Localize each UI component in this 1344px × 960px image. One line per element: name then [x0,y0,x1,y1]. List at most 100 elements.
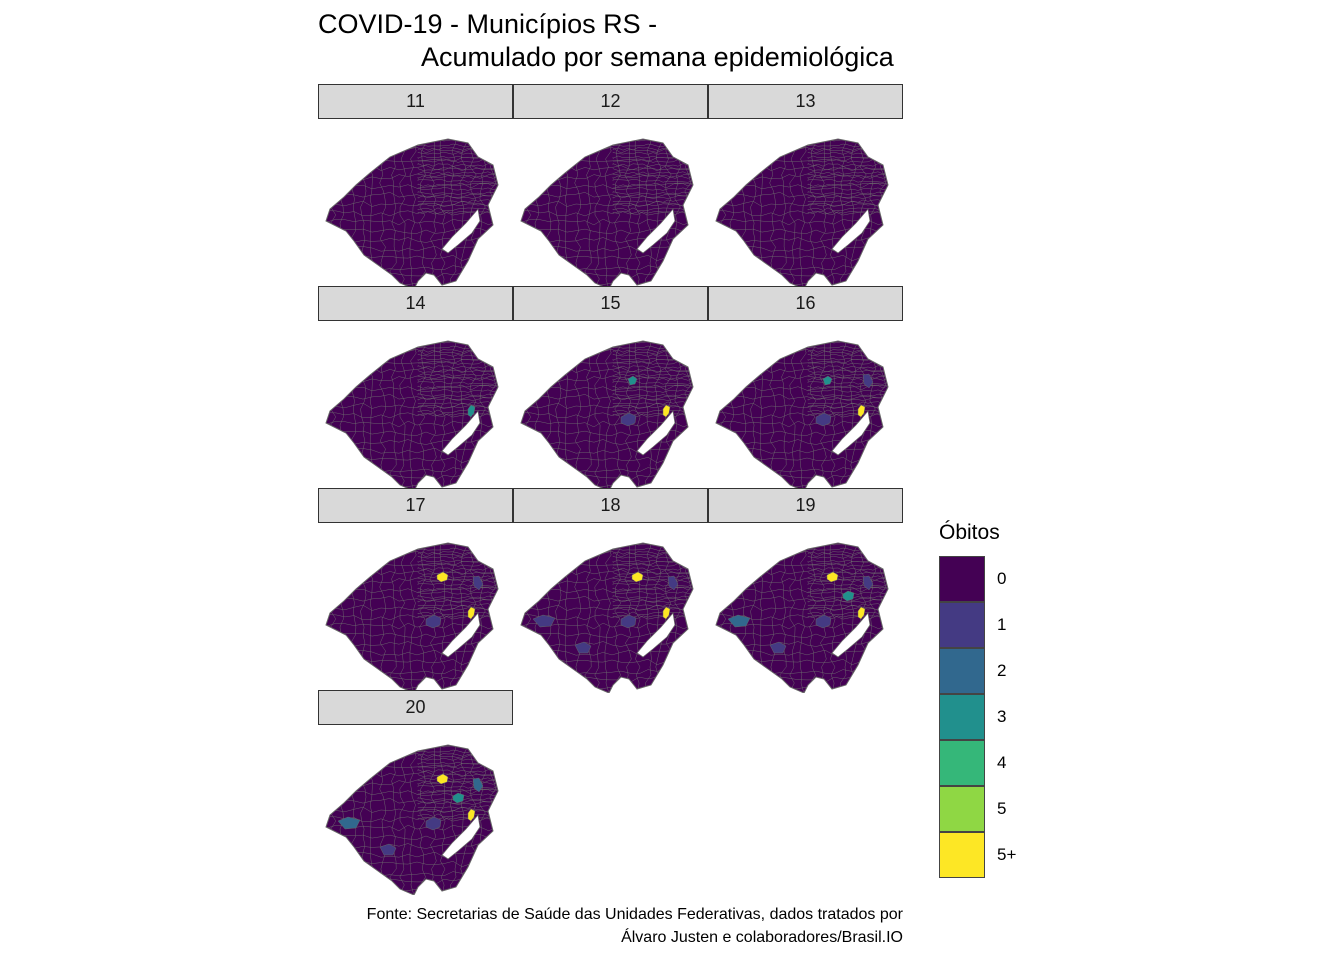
legend-swatch [939,786,985,832]
state-outline [325,744,499,895]
lagoon-shape [636,208,676,254]
legend-swatch [939,694,985,740]
legend-title: Óbitos [939,521,1000,544]
legend-swatch [939,648,985,694]
legend-label: 5 [997,799,1007,818]
facet-strip-label: 11 [318,84,513,119]
state-outline [520,340,694,491]
lagoon-shape [636,410,676,456]
legend-label: 2 [997,661,1007,680]
facet-week-20: 20 [318,690,513,895]
legend-swatch [939,740,985,786]
lagoon-shape [831,612,871,658]
region-passo-fundo [631,571,644,583]
state-outline [715,542,889,693]
lagoon-shape [441,612,481,658]
facet-strip-label: 13 [708,84,903,119]
region-santa-maria [425,614,442,629]
state-outline [520,542,694,693]
region-porto-alegre [857,404,866,418]
municipality-borders [326,139,498,289]
state-map [715,138,889,289]
lagoon-shape [441,208,481,254]
region-northeast [862,373,874,389]
state-map [520,340,694,491]
region-porto-alegre [662,404,671,418]
municipality-borders [716,139,888,289]
facet-strip-label: 20 [318,690,513,725]
state-map [520,138,694,289]
region-bage [379,843,397,856]
region-porto-alegre [467,404,476,418]
region-porto-alegre [662,606,671,620]
chart-subtitle: Acumulado por semana epidemiológica [421,42,894,72]
facet-strip-label: 14 [318,286,513,321]
state-map [325,340,499,491]
facet-week-12: 12 [513,84,708,289]
facet-strip-label: 12 [513,84,708,119]
lagoon-shape [831,208,871,254]
region-porto-alegre [467,808,476,822]
region-northeast [667,575,679,591]
state-map [325,542,499,693]
region-bage [769,641,787,654]
facet-week-16: 16 [708,286,903,491]
facet-week-17: 17 [318,488,513,693]
legend-label: 4 [997,753,1007,772]
region-northeast [862,575,874,591]
region-santa-maria [425,816,442,831]
state-outline [325,542,499,693]
legend-swatch [939,602,985,648]
municipality-borders [716,341,888,491]
legend-swatch [939,832,985,878]
facet-strip-label: 18 [513,488,708,523]
region-santa-maria [620,614,637,629]
facet-week-14: 14 [318,286,513,491]
state-outline [325,340,499,491]
region-porto-alegre [857,606,866,620]
lagoon-shape [441,814,481,860]
legend-label: 0 [997,569,1007,588]
legend-label: 3 [997,707,1007,726]
municipality-borders [521,341,693,491]
region-uruguaiana [337,816,361,830]
legend-swatch [939,556,985,602]
facet-week-18: 18 [513,488,708,693]
lagoon-shape [441,410,481,456]
state-outline [715,340,889,491]
facet-week-15: 15 [513,286,708,491]
facet-strip-label: 19 [708,488,903,523]
state-map [325,744,499,895]
municipality-borders [326,341,498,491]
region-passo-fundo [436,773,449,785]
facet-week-19: 19 [708,488,903,693]
lagoon-shape [636,612,676,658]
caption-line-1: Fonte: Secretarias de Saúde das Unidades… [366,906,903,923]
region-northeast [472,575,484,591]
municipality-borders [521,139,693,289]
region-caxias [842,590,855,602]
region-bage [574,641,592,654]
lagoon-shape [831,410,871,456]
region-north-central [627,375,638,386]
region-uruguaiana [727,614,751,628]
facet-strip-label: 17 [318,488,513,523]
state-map [325,138,499,289]
region-santa-maria [620,412,637,427]
region-santa-maria [815,614,832,629]
facet-week-11: 11 [318,84,513,289]
facet-strip-label: 15 [513,286,708,321]
region-northeast [472,777,484,793]
region-passo-fundo [826,571,839,583]
legend-label: 5+ [997,845,1017,864]
municipality-borders [326,543,498,693]
caption-line-2: Álvaro Justen e colaboradores/Brasil.IO [621,929,903,946]
state-map [520,542,694,693]
region-north-central [822,375,833,386]
region-porto-alegre [467,606,476,620]
state-map [715,542,889,693]
region-santa-maria [815,412,832,427]
region-passo-fundo [436,571,449,583]
state-outline [325,138,499,289]
facet-strip-label: 16 [708,286,903,321]
